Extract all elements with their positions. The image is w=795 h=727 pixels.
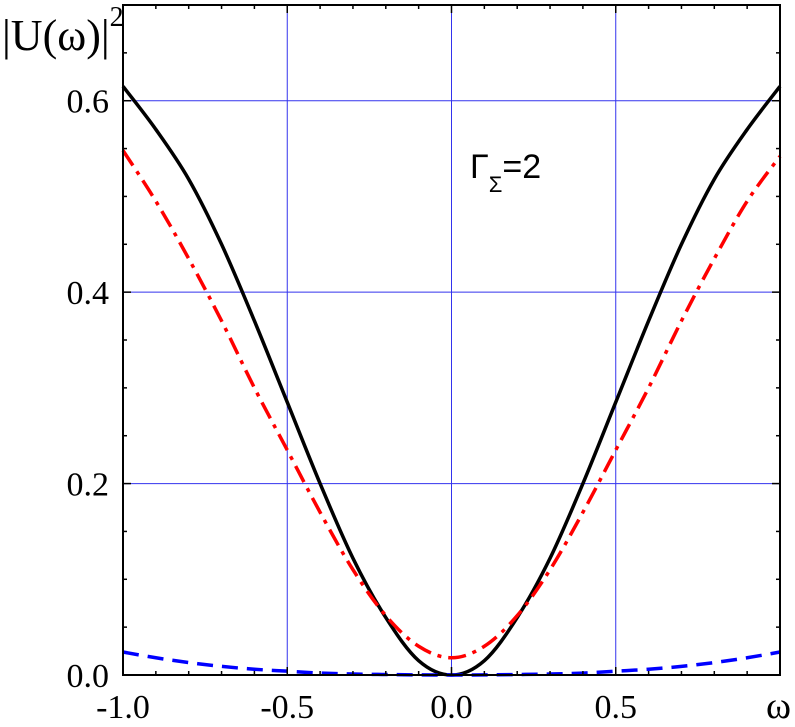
y-axis-label: |U(ω)|2	[2, 2, 124, 60]
x-axis-label: ω	[766, 685, 791, 727]
x-tick-label: 0.0	[430, 689, 473, 726]
grid	[123, 5, 780, 675]
series-line-2	[121, 149, 782, 660]
tick-labels: -1.0 -0.5 0.0 0.5 0.0 0.2 0.4 0.6	[67, 84, 638, 726]
gamma-annotation: ΓΣ=2	[470, 148, 541, 197]
y-axis-label-main: |U(ω)|	[2, 11, 110, 60]
x-tick-label: 0.5	[595, 689, 638, 726]
gamma-value: =2	[502, 148, 541, 186]
y-tick-label: 0.6	[67, 84, 110, 121]
x-tick-label: -1.0	[96, 689, 150, 726]
y-tick-label: 0.4	[67, 275, 110, 312]
ticks	[122, 4, 781, 676]
y-tick-label: 0.2	[67, 467, 110, 504]
gamma-subscript: Σ	[489, 172, 503, 197]
y-axis-label-sup: 2	[110, 2, 124, 33]
y-tick-label: 0.0	[67, 658, 110, 695]
gamma-symbol: Γ	[470, 148, 489, 186]
x-tick-label: -0.5	[260, 689, 314, 726]
